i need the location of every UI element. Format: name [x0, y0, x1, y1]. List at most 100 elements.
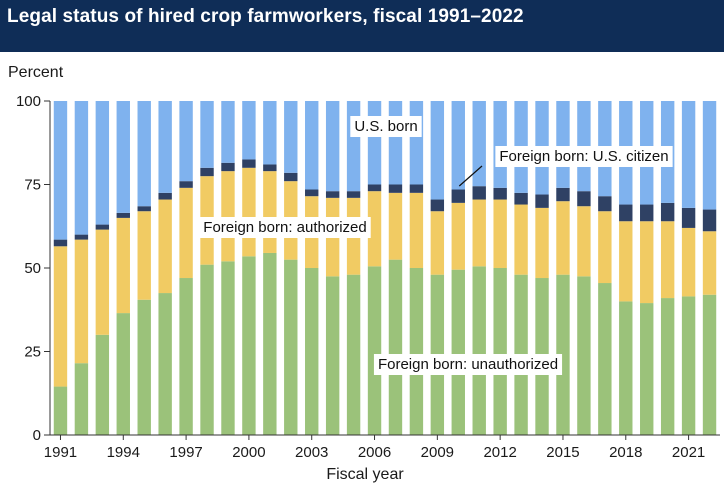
bar-segment-foreign-born-authorized-2019: [640, 221, 654, 304]
bar-segment-foreign-born-authorized-2022: [702, 231, 717, 295]
bar-segment-foreign-born-unauthorized-2000: [242, 256, 256, 435]
bar-segment-foreign-born-u-s-citizen-2010: [451, 189, 465, 203]
y-tick-label-75: 75: [24, 177, 41, 194]
bar-segment-foreign-born-unauthorized-1999: [221, 261, 235, 435]
bar-segment-foreign-born-u-s-citizen-2013: [514, 192, 528, 205]
y-tick-label-0: 0: [33, 427, 41, 444]
x-tick-label-2000: 2000: [232, 444, 265, 461]
bar-segment-foreign-born-authorized-1996: [158, 199, 172, 294]
x-tick-label-2012: 2012: [483, 444, 516, 461]
bar-segment-foreign-born-u-s-citizen-1997: [179, 181, 193, 188]
bar-segment-foreign-born-u-s-citizen-1992: [74, 234, 89, 240]
bar-segment-u-s-born-1999: [221, 101, 235, 163]
bar-segment-u-s-born-2015: [556, 101, 570, 188]
x-tick-label-2018: 2018: [609, 444, 642, 461]
x-tick-label-2003: 2003: [295, 444, 328, 461]
bar-segment-foreign-born-unauthorized-2006: [367, 266, 382, 435]
bar-segment-foreign-born-u-s-citizen-1999: [221, 162, 235, 172]
bar-segment-foreign-born-unauthorized-1993: [95, 334, 110, 435]
bar-segment-foreign-born-authorized-2006: [367, 191, 382, 267]
bar-segment-foreign-born-authorized-2018: [619, 221, 633, 302]
bar-segment-foreign-born-u-s-citizen-1998: [200, 167, 214, 177]
bar-segment-foreign-born-u-s-citizen-1993: [95, 224, 110, 230]
bar-segment-u-s-born-2006: [367, 101, 382, 185]
bar-segment-foreign-born-u-s-citizen-1995: [137, 206, 151, 212]
y-tick-label-50: 50: [24, 260, 41, 277]
x-tick-label-1994: 1994: [107, 444, 140, 461]
annotation-foreign-born-authorized: Foreign born: authorized: [199, 217, 371, 238]
bar-segment-foreign-born-authorized-1997: [179, 187, 193, 279]
bar-segment-foreign-born-u-s-citizen-1991: [53, 239, 68, 247]
bar-segment-u-s-born-2002: [284, 101, 298, 173]
bar-segment-u-s-born-1995: [137, 101, 151, 207]
bar-segment-u-s-born-2011: [472, 101, 486, 187]
bar-segment-foreign-born-u-s-citizen-2016: [577, 191, 591, 207]
bar-segment-foreign-born-unauthorized-1996: [158, 293, 172, 435]
bar-segment-foreign-born-unauthorized-2002: [284, 259, 298, 435]
bar-segment-u-s-born-2010: [451, 101, 465, 190]
bar-segment-u-s-born-1997: [179, 101, 193, 182]
bar-segment-foreign-born-unauthorized-2019: [640, 303, 654, 435]
bar-segment-foreign-born-u-s-citizen-2011: [472, 186, 486, 200]
bar-segment-foreign-born-u-s-citizen-2009: [430, 199, 445, 212]
bar-segment-foreign-born-authorized-1999: [221, 171, 235, 262]
x-tick-label-1991: 1991: [44, 444, 77, 461]
bar-segment-foreign-born-unauthorized-2020: [660, 298, 675, 435]
bar-segment-foreign-born-u-s-citizen-2003: [305, 189, 319, 197]
bar-segment-foreign-born-authorized-1991: [53, 246, 68, 387]
bar-segment-foreign-born-unauthorized-2022: [702, 294, 717, 435]
bar-segment-foreign-born-authorized-2001: [263, 171, 277, 253]
bar-segment-foreign-born-u-s-citizen-2022: [702, 209, 717, 232]
bar-segment-foreign-born-unauthorized-2001: [263, 252, 277, 435]
bar-segment-u-s-born-2003: [305, 101, 319, 190]
y-axis-title: Percent: [8, 64, 64, 81]
bar-segment-foreign-born-u-s-citizen-2004: [325, 191, 340, 198]
bar-segment-foreign-born-authorized-1994: [116, 217, 130, 314]
x-tick-label-1997: 1997: [169, 444, 202, 461]
bar-segment-foreign-born-u-s-citizen-2020: [660, 202, 675, 222]
bar-segment-foreign-born-u-s-citizen-2017: [598, 196, 612, 212]
x-tick-label-2009: 2009: [421, 444, 454, 461]
bar-segment-foreign-born-authorized-2008: [409, 192, 424, 268]
bar-segment-u-s-born-1998: [200, 101, 214, 168]
bar-segment-foreign-born-unauthorized-2015: [556, 274, 570, 435]
bar-segment-foreign-born-authorized-2013: [514, 204, 528, 275]
bar-segment-foreign-born-u-s-citizen-2012: [493, 187, 507, 200]
bar-segment-foreign-born-authorized-1993: [95, 229, 110, 335]
bar-segment-foreign-born-unauthorized-1995: [137, 299, 151, 435]
bar-segment-u-s-born-2007: [388, 101, 403, 185]
x-tick-label-2006: 2006: [358, 444, 391, 461]
bar-segment-foreign-born-u-s-citizen-2005: [346, 191, 361, 198]
bar-segment-foreign-born-unauthorized-2004: [325, 276, 340, 435]
bar-segment-u-s-born-1996: [158, 101, 172, 193]
bar-segment-foreign-born-authorized-2011: [472, 199, 486, 267]
annotation-background-foreign-born-u-s-citizen: [495, 146, 673, 167]
bar-segment-foreign-born-unauthorized-2008: [409, 268, 424, 435]
annotation-background-u-s-born: [350, 116, 422, 137]
annotation-foreign-born-unauthorized: Foreign born: unauthorized: [373, 354, 563, 375]
bar-segment-u-s-born-1993: [95, 101, 110, 225]
bar-segment-foreign-born-authorized-2009: [430, 211, 445, 275]
bar-segment-foreign-born-u-s-citizen-2015: [556, 187, 570, 202]
annotation-u-s-born: U.S. born: [350, 116, 422, 137]
bar-segment-foreign-born-u-s-citizen-1994: [116, 212, 130, 218]
bar-segment-foreign-born-authorized-2010: [451, 202, 465, 270]
bar-segment-foreign-born-authorized-1995: [137, 211, 151, 300]
annotation-background-foreign-born-unauthorized: [373, 354, 563, 375]
bar-segment-u-s-born-1994: [116, 101, 130, 213]
x-axis-title: Fiscal year: [326, 466, 404, 483]
bar-segment-foreign-born-u-s-citizen-2001: [263, 164, 277, 172]
bar-segment-foreign-born-u-s-citizen-1996: [158, 192, 172, 200]
bar-segment-foreign-born-unauthorized-2003: [305, 268, 319, 435]
bar-segment-foreign-born-unauthorized-1991: [53, 386, 68, 435]
annotation-foreign-born-u-s-citizen: Foreign born: U.S. citizen: [495, 146, 673, 167]
bar-segment-foreign-born-u-s-citizen-2007: [388, 184, 403, 193]
annotation-background-foreign-born-authorized: [199, 217, 371, 238]
bar-segment-foreign-born-unauthorized-1998: [200, 264, 214, 435]
bar-segment-u-s-born-2012: [493, 101, 507, 188]
bar-segment-u-s-born-1991: [53, 101, 68, 240]
bar-segment-foreign-born-u-s-citizen-2019: [640, 204, 654, 222]
bar-segment-u-s-born-2005: [346, 101, 361, 192]
annotation-text-u-s-born: U.S. born: [354, 118, 417, 135]
